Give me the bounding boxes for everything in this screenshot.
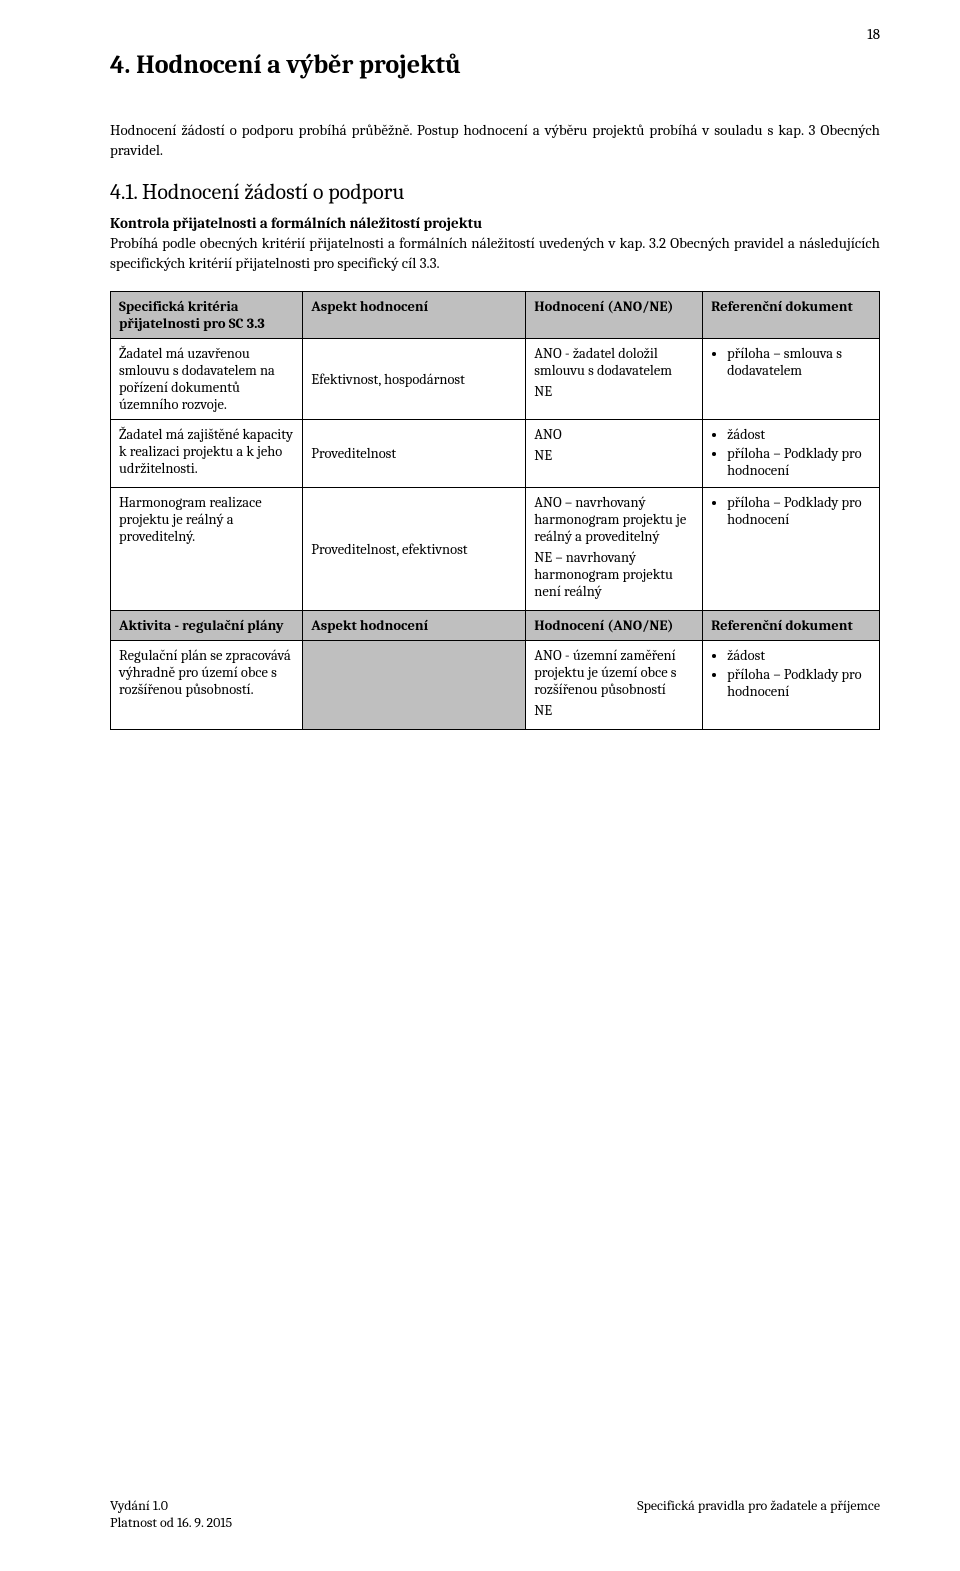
ref-item: příloha – smlouva s dodavatelem	[727, 345, 871, 379]
eval-line: NE	[534, 447, 694, 464]
eval-line: ANO – navrhovaný harmonogram projektu je…	[534, 494, 694, 545]
subsection-body: Kontrola přijatelnosti a formálních nále…	[110, 213, 880, 274]
intro-paragraph: Hodnocení žádostí o podporu probíhá průb…	[110, 120, 880, 161]
ref-item: příloha – Podklady pro hodnocení	[727, 666, 871, 700]
footer-left: Vydání 1.0 Platnost od 16. 9. 2015	[110, 1497, 232, 1531]
header-evaluation: Hodnocení (ANO/NE)	[526, 292, 703, 339]
header-evaluation: Hodnocení (ANO/NE)	[526, 611, 703, 641]
eval-line: ANO - žadatel doložil smlouvu s dodavate…	[534, 345, 694, 379]
cell-aspect: Proveditelnost, efektivnost	[303, 488, 526, 611]
page-number: 18	[867, 25, 880, 43]
cell-evaluation: ANO NE	[526, 420, 703, 488]
cell-criteria: Regulační plán se zpracovává výhradně pr…	[111, 641, 303, 730]
ref-item: žádost	[727, 647, 871, 664]
section-heading: 4. Hodnocení a výběr projektů	[110, 50, 880, 80]
ref-item: příloha – Podklady pro hodnocení	[727, 445, 871, 479]
subsection-bold-line: Kontrola přijatelnosti a formálních nále…	[110, 214, 482, 232]
table-row: Žadatel má uzavřenou smlouvu s dodavatel…	[111, 339, 880, 420]
subsection-heading: 4.1. Hodnocení žádostí o podporu	[110, 179, 880, 205]
cell-criteria: Žadatel má zajištěné kapacity k realizac…	[111, 420, 303, 488]
ref-item: příloha – Podklady pro hodnocení	[727, 494, 871, 528]
cell-aspect	[303, 641, 526, 730]
criteria-table: Specifická kritéria přijatelnosti pro SC…	[110, 291, 880, 730]
ref-item: žádost	[727, 426, 871, 443]
cell-reference: příloha – smlouva s dodavatelem	[703, 339, 880, 420]
cell-aspect: Proveditelnost	[303, 420, 526, 488]
footer-right: Specifická pravidla pro žadatele a příje…	[637, 1497, 880, 1531]
header-reference: Referenční dokument	[703, 611, 880, 641]
eval-line: NE	[534, 383, 694, 400]
cell-evaluation: ANO - žadatel doložil smlouvu s dodavate…	[526, 339, 703, 420]
page-footer: Vydání 1.0 Platnost od 16. 9. 2015 Speci…	[110, 1497, 880, 1531]
table-row: Regulační plán se zpracovává výhradně pr…	[111, 641, 880, 730]
cell-evaluation: ANO – navrhovaný harmonogram projektu je…	[526, 488, 703, 611]
header-reference: Referenční dokument	[703, 292, 880, 339]
header-aspect: Aspekt hodnocení	[303, 611, 526, 641]
cell-criteria: Žadatel má uzavřenou smlouvu s dodavatel…	[111, 339, 303, 420]
subsection-text: Probíhá podle obecných kritérií přijatel…	[110, 234, 880, 272]
header-criteria: Specifická kritéria přijatelnosti pro SC…	[111, 292, 303, 339]
cell-criteria: Harmonogram realizace projektu je reálný…	[111, 488, 303, 611]
cell-reference: příloha – Podklady pro hodnocení	[703, 488, 880, 611]
eval-line: NE	[534, 702, 694, 719]
eval-line: ANO	[534, 426, 694, 443]
table-row: Harmonogram realizace projektu je reálný…	[111, 488, 880, 611]
table-header-row: Specifická kritéria přijatelnosti pro SC…	[111, 292, 880, 339]
table-row: Žadatel má zajištěné kapacity k realizac…	[111, 420, 880, 488]
table-header-row: Aktivita - regulační plány Aspekt hodnoc…	[111, 611, 880, 641]
header-activity: Aktivita - regulační plány	[111, 611, 303, 641]
eval-line: NE – navrhovaný harmonogram projektu nen…	[534, 549, 694, 600]
cell-aspect: Efektivnost, hospodárnost	[303, 339, 526, 420]
cell-reference: žádost příloha – Podklady pro hodnocení	[703, 641, 880, 730]
cell-reference: žádost příloha – Podklady pro hodnocení	[703, 420, 880, 488]
eval-line: ANO - územní zaměření projektu je území …	[534, 647, 694, 698]
page: 18 4. Hodnocení a výběr projektů Hodnoce…	[0, 0, 960, 1571]
header-aspect: Aspekt hodnocení	[303, 292, 526, 339]
cell-evaluation: ANO - územní zaměření projektu je území …	[526, 641, 703, 730]
